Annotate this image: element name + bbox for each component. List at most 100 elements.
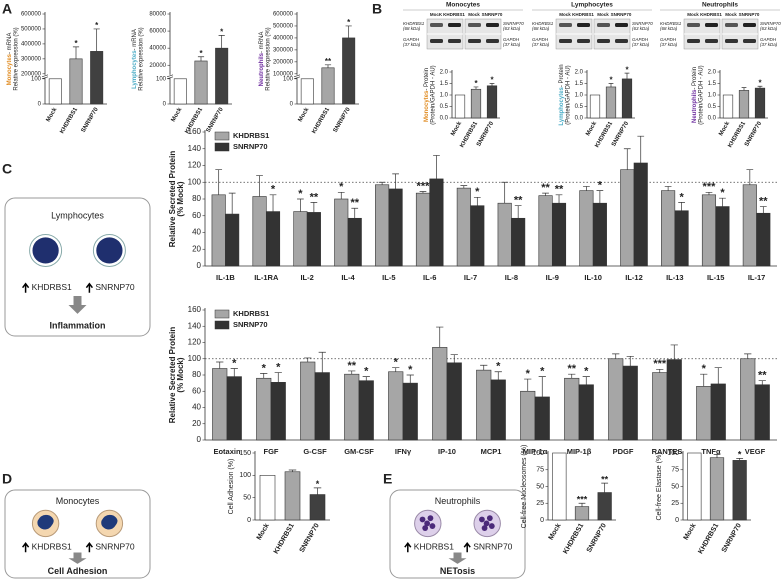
- error-bar: [746, 169, 754, 185]
- bar: [432, 347, 448, 441]
- x-tick-label: IFNγ: [395, 447, 412, 456]
- significance-label: *: [199, 49, 203, 58]
- error-bar: [583, 186, 590, 191]
- significance-label: *: [702, 363, 707, 375]
- y-tick-label: 0: [247, 517, 251, 524]
- error-bar: [608, 83, 614, 87]
- significance-label: *: [74, 39, 78, 48]
- bar: [652, 372, 668, 441]
- significance-label: *: [679, 191, 684, 203]
- y-tick-label: 400000: [21, 41, 42, 47]
- y-axis-label: (% Mock): [176, 181, 185, 216]
- significance-label: ***: [417, 180, 431, 192]
- y-tick-label: 80: [192, 370, 201, 379]
- y-tick-label: 20000: [149, 63, 166, 69]
- bar: [520, 390, 536, 441]
- y-tick-label: 100: [31, 76, 42, 82]
- blot-protein-label: SNRNP70: [632, 21, 653, 26]
- y-tick-label: 400000: [273, 35, 294, 41]
- bar: [69, 58, 83, 105]
- error-bar: [351, 207, 359, 219]
- error-bar: [501, 181, 509, 204]
- gene-label: KHDRBS1: [32, 282, 72, 292]
- y-tick-label: 0.5: [440, 104, 449, 110]
- bar: [589, 94, 601, 119]
- error-bar: [228, 192, 236, 215]
- x-tick-label: GM-CSF: [344, 447, 374, 456]
- significance-label: *: [490, 76, 494, 85]
- significance-label: ***: [703, 181, 717, 193]
- y-tick-label: 1.0: [440, 93, 449, 99]
- y-axis-label-text: - Protein: [692, 67, 698, 90]
- bar: [511, 217, 526, 267]
- significance-label: **: [758, 370, 767, 382]
- bar: [256, 377, 272, 441]
- error-bar: [215, 169, 223, 195]
- significance-label: **: [567, 363, 576, 375]
- bar: [621, 78, 633, 119]
- y-axis-label: Monocytes- mRNA: [7, 33, 13, 86]
- error-bar: [378, 181, 386, 185]
- y-tick-label: 100000: [273, 71, 294, 77]
- bar: [552, 452, 567, 521]
- y-axis-label: Relative expression (%): [139, 27, 145, 90]
- bar: [574, 506, 590, 521]
- blot-band: [448, 23, 461, 27]
- y-axis-label: Relative Secreted Protein: [168, 151, 177, 248]
- y-tick-label: 50: [671, 483, 679, 490]
- blot-size-label: (68 kDa): [660, 26, 678, 31]
- significance-label: *: [347, 18, 351, 27]
- y-tick-label: 100: [283, 76, 294, 82]
- blot-band: [687, 23, 700, 27]
- error-bar: [256, 175, 263, 197]
- diagram-title: Neutrophils: [435, 496, 481, 506]
- up-arrow: [463, 541, 471, 553]
- y-tick-label: 0: [163, 102, 167, 108]
- axis-break-gap: [294, 74, 300, 78]
- bar: [259, 475, 276, 521]
- bar: [415, 192, 431, 267]
- x-tick-label: SNRNP70: [333, 106, 352, 134]
- y-axis-label: Lymphocytes- mRNA: [132, 29, 138, 89]
- x-tick-label: FGF: [264, 447, 279, 456]
- blot-size-label: (37 kDa): [403, 42, 421, 47]
- x-tick-label: Mock: [585, 120, 598, 137]
- y-tick-label: 300000: [273, 47, 294, 53]
- x-tick-label: Mock: [171, 106, 184, 123]
- blot-lane-label: MocK: [430, 12, 443, 17]
- blot-band: [559, 39, 572, 43]
- blot-title: Monocytes: [446, 2, 480, 9]
- error-bar: [538, 376, 546, 397]
- diagram-box: [4, 197, 151, 337]
- error-bar: [436, 326, 444, 348]
- y-axis-label: Relative Secreted Protein: [168, 327, 177, 424]
- error-bar: [578, 502, 586, 507]
- bar: [551, 202, 567, 267]
- up-arrow: [85, 282, 93, 293]
- diagram-title: Lymphocytes: [51, 210, 104, 220]
- x-tick-label: IL-7: [464, 273, 477, 282]
- significance-label: *: [262, 362, 267, 374]
- bar: [347, 217, 362, 267]
- y-tick-label: 120: [188, 161, 202, 170]
- legend-swatch: [214, 309, 230, 319]
- significance-label: *: [758, 78, 762, 87]
- bar: [456, 187, 471, 267]
- x-tick-label: IP-10: [438, 447, 456, 456]
- y-tick-label: 40: [192, 403, 201, 412]
- x-tick-label: KHDRBS1: [562, 522, 585, 555]
- bar: [742, 184, 757, 267]
- y-tick-label: 75: [536, 467, 544, 474]
- x-tick-label: TNFα: [701, 447, 721, 456]
- error-bar: [656, 368, 664, 373]
- bar: [470, 205, 485, 267]
- significance-label: **: [541, 182, 550, 194]
- bar: [226, 376, 242, 441]
- x-tick-label: SNRNP70: [206, 106, 225, 134]
- bar: [701, 194, 717, 267]
- bar: [211, 194, 226, 267]
- y-tick-label: 0.0: [575, 116, 584, 122]
- error-bar: [433, 155, 440, 179]
- x-tick-label: SNRNP70: [81, 106, 100, 134]
- significance-label: **: [555, 184, 564, 196]
